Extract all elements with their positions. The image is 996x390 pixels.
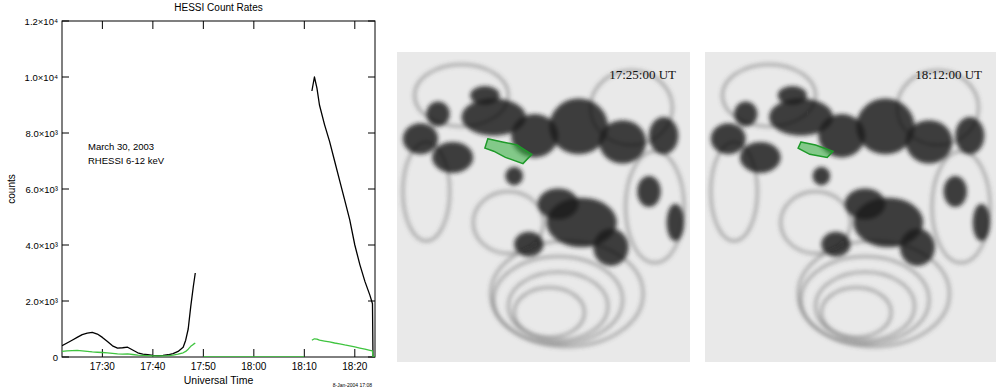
image-blob [432,142,473,173]
image-blob [505,167,523,186]
y-tick-right [368,21,375,22]
image-blob [973,204,990,241]
x-tick-top [354,21,355,29]
annotation: 8-Jan-2004 17:08 [333,382,372,388]
y-axis-label: counts [6,174,17,203]
x-tick-top [253,21,254,29]
x-axis-label: Universal Time [184,374,254,386]
image-blob [856,99,914,155]
x-tick-label: 17:30 [90,361,115,372]
image-loop [821,288,891,338]
image [705,52,996,362]
series-group [62,77,375,357]
y-tick-label: 6.0×10³ [26,184,59,195]
y-tick-label: 0 [53,352,58,363]
x-tick-top [152,21,153,29]
image-background [705,52,996,362]
image-blob [734,102,757,127]
image-blob [599,120,646,163]
image-label: 17:25:00 UT [609,67,676,82]
image-blob [593,229,628,266]
y-tick-label: 1.0×10⁴ [25,72,58,83]
x-tick [253,349,254,357]
y-tick-label: 4.0×10³ [26,240,59,251]
image-label: 18:12:00 UT [915,67,982,82]
image-blob [944,176,967,207]
image-blob [649,117,678,154]
y-tick [62,245,69,246]
image-loop [816,272,915,340]
y-tick [62,189,69,190]
image-blob [667,204,685,241]
y-tick-right [368,189,375,190]
x-tick-label: 17:50 [191,361,216,372]
image-blob [426,102,449,127]
x-tick-label: 18:00 [241,361,266,372]
image-features [403,64,684,346]
image-blob [470,86,499,105]
series-line [62,339,375,357]
title: HESSI Count Rates [174,2,262,13]
x-tick-label: 17:40 [140,361,165,372]
image-loop [932,151,990,263]
y-tick-right [368,245,375,246]
image-features [711,64,990,346]
y-tick [62,357,69,358]
y-tick-label: 2.0×10³ [26,296,59,307]
image-loop [626,151,685,263]
annotation: March 30, 2003 [88,141,154,152]
image-blob [900,229,935,266]
plot-frame [62,21,375,357]
image-blob [403,123,438,154]
image-blob [813,167,830,186]
image-blob [514,232,543,257]
y-tick [62,77,69,78]
x-tick [354,349,355,357]
series-line [62,77,375,357]
y-tick [62,301,69,302]
image-blob [778,86,807,105]
y-tick-label: 1.2×10⁴ [25,16,58,27]
image-blob [549,99,608,155]
x-tick-top [203,21,204,29]
x-tick [304,349,305,357]
y-tick [62,133,69,134]
image-blob [955,117,984,154]
y-tick-label: 8.0×10³ [26,128,59,139]
x-tick-top [304,21,305,29]
image-blob [637,176,660,207]
x-tick-label: 18:10 [292,361,317,372]
annotation: RHESSI 6-12 keV [88,155,165,166]
y-tick-right [368,133,375,134]
x-tick-label: 18:20 [342,361,367,372]
image-contour [798,142,833,158]
x-tick [203,349,204,357]
y-tick-right [368,77,375,78]
image-background [397,52,690,362]
image-blob [711,123,746,154]
image [397,52,690,362]
image-blob [821,232,850,257]
figure: HESSI Count Rates 0 2.0×10³ 4.0×10³ 6.0×10³ 8… [0,0,996,390]
image-loop [508,272,608,340]
image-blob [906,120,953,163]
image-loop [514,288,584,338]
image-blob [740,142,781,173]
y-tick [62,21,69,22]
image-contour [485,139,532,164]
x-tick-top [102,21,103,29]
